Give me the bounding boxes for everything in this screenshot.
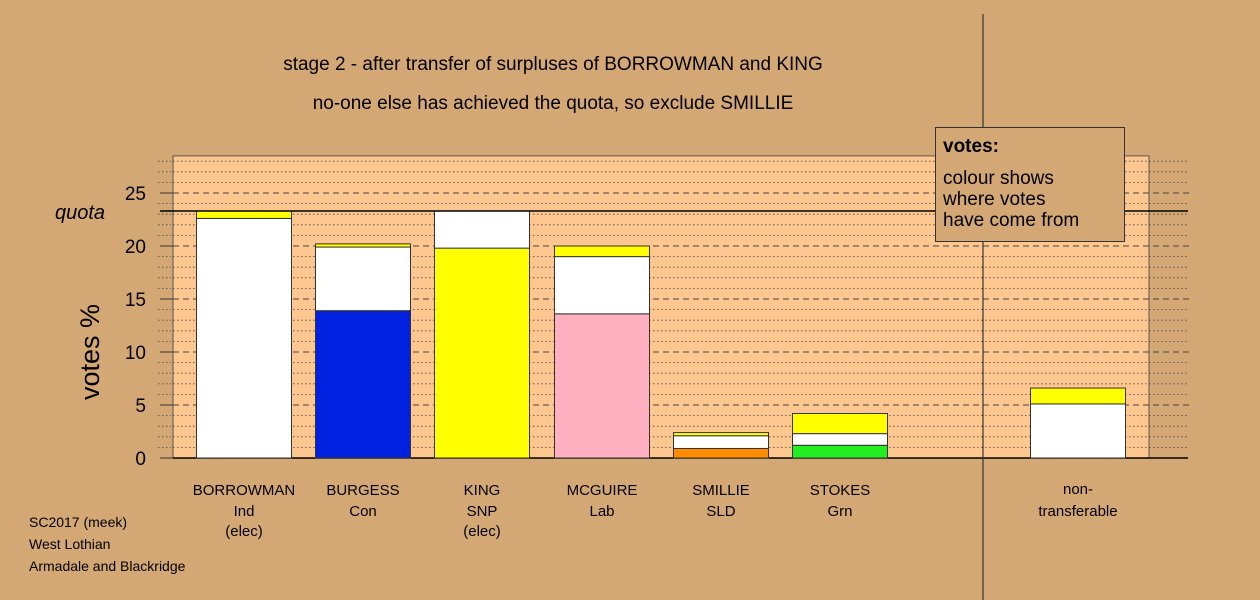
nontransferable-label: transferable <box>1038 503 1117 520</box>
elected-status-label: (elec) <box>225 523 263 540</box>
y-tick-label: 15 <box>125 290 146 311</box>
party-label: Grn <box>827 503 852 520</box>
quota-label: quota <box>55 202 105 224</box>
bar-segment-king-snp <box>434 247 530 459</box>
chart-subtitle: no-one else has achieved the quota, so e… <box>312 93 794 114</box>
bar-segment-mcguire-lab <box>554 313 650 459</box>
party-label: Ind <box>234 503 255 520</box>
footer-council: West Lothian <box>29 536 111 552</box>
bar-segment-borrowman-snp <box>196 210 292 219</box>
legend-line: have come from <box>943 210 1080 231</box>
candidate-name-label: BORROWMAN <box>193 482 296 499</box>
bar-segment-burgess-snp <box>315 243 411 248</box>
bar-segment-borrowman-ind <box>196 217 292 459</box>
bars <box>196 210 1126 459</box>
elected-status-label: (elec) <box>463 523 501 540</box>
nontransferable-label: non- <box>1063 481 1093 498</box>
legend-line: where votes <box>943 189 1046 210</box>
bar-segment-stokes-snp <box>792 412 888 435</box>
bar-segment-mcguire-ind <box>554 256 650 315</box>
footer-ward: Armadale and Blackridge <box>29 558 186 574</box>
bar-segment-king-ind <box>434 210 530 249</box>
y-tick-label: 25 <box>125 184 146 205</box>
y-tick-label: 10 <box>125 343 146 364</box>
candidate-name-label: KING <box>464 482 501 499</box>
party-label: Con <box>349 503 377 520</box>
candidate-name-label: BURGESS <box>326 482 399 499</box>
y-tick-label: 5 <box>135 396 146 417</box>
bar-segment-stokes-grn <box>792 444 888 459</box>
legend: votes: colour shows where votes have com… <box>935 127 1125 242</box>
candidate-name-label: SMILLIE <box>692 482 750 499</box>
bar-segment-mcguire-snp <box>554 245 650 258</box>
party-label: SNP <box>467 503 498 520</box>
bar-segment-nontransferable-ind <box>1030 403 1126 459</box>
y-axis-label: votes % <box>75 304 105 400</box>
bar-segment-nontransferable-snp <box>1030 387 1126 405</box>
footer-election: SC2017 (meek) <box>29 514 128 530</box>
bar-segment-burgess-ind <box>315 246 411 312</box>
chart-title: stage 2 - after transfer of surpluses of… <box>283 54 823 75</box>
legend-title: votes: <box>943 136 999 157</box>
y-tick-label: 20 <box>125 237 146 258</box>
candidate-name-label: STOKES <box>810 482 871 499</box>
bar-segment-smillie-ind <box>673 435 769 449</box>
party-label: Lab <box>589 503 614 520</box>
candidate-name-label: MCGUIRE <box>567 482 638 499</box>
bar-segment-burgess-con <box>315 310 411 459</box>
bar-segment-smillie-sld <box>673 447 769 459</box>
bar-segment-smillie-snp <box>673 432 769 437</box>
bar-segment-stokes-ind <box>792 433 888 446</box>
legend-line: colour shows <box>943 168 1054 189</box>
category-labels: BORROWMAN Ind (elec) BURGESS Con KING SNP (elec… <box>193 481 1118 540</box>
y-tick-label: 0 <box>135 449 146 470</box>
party-label: SLD <box>706 503 735 520</box>
